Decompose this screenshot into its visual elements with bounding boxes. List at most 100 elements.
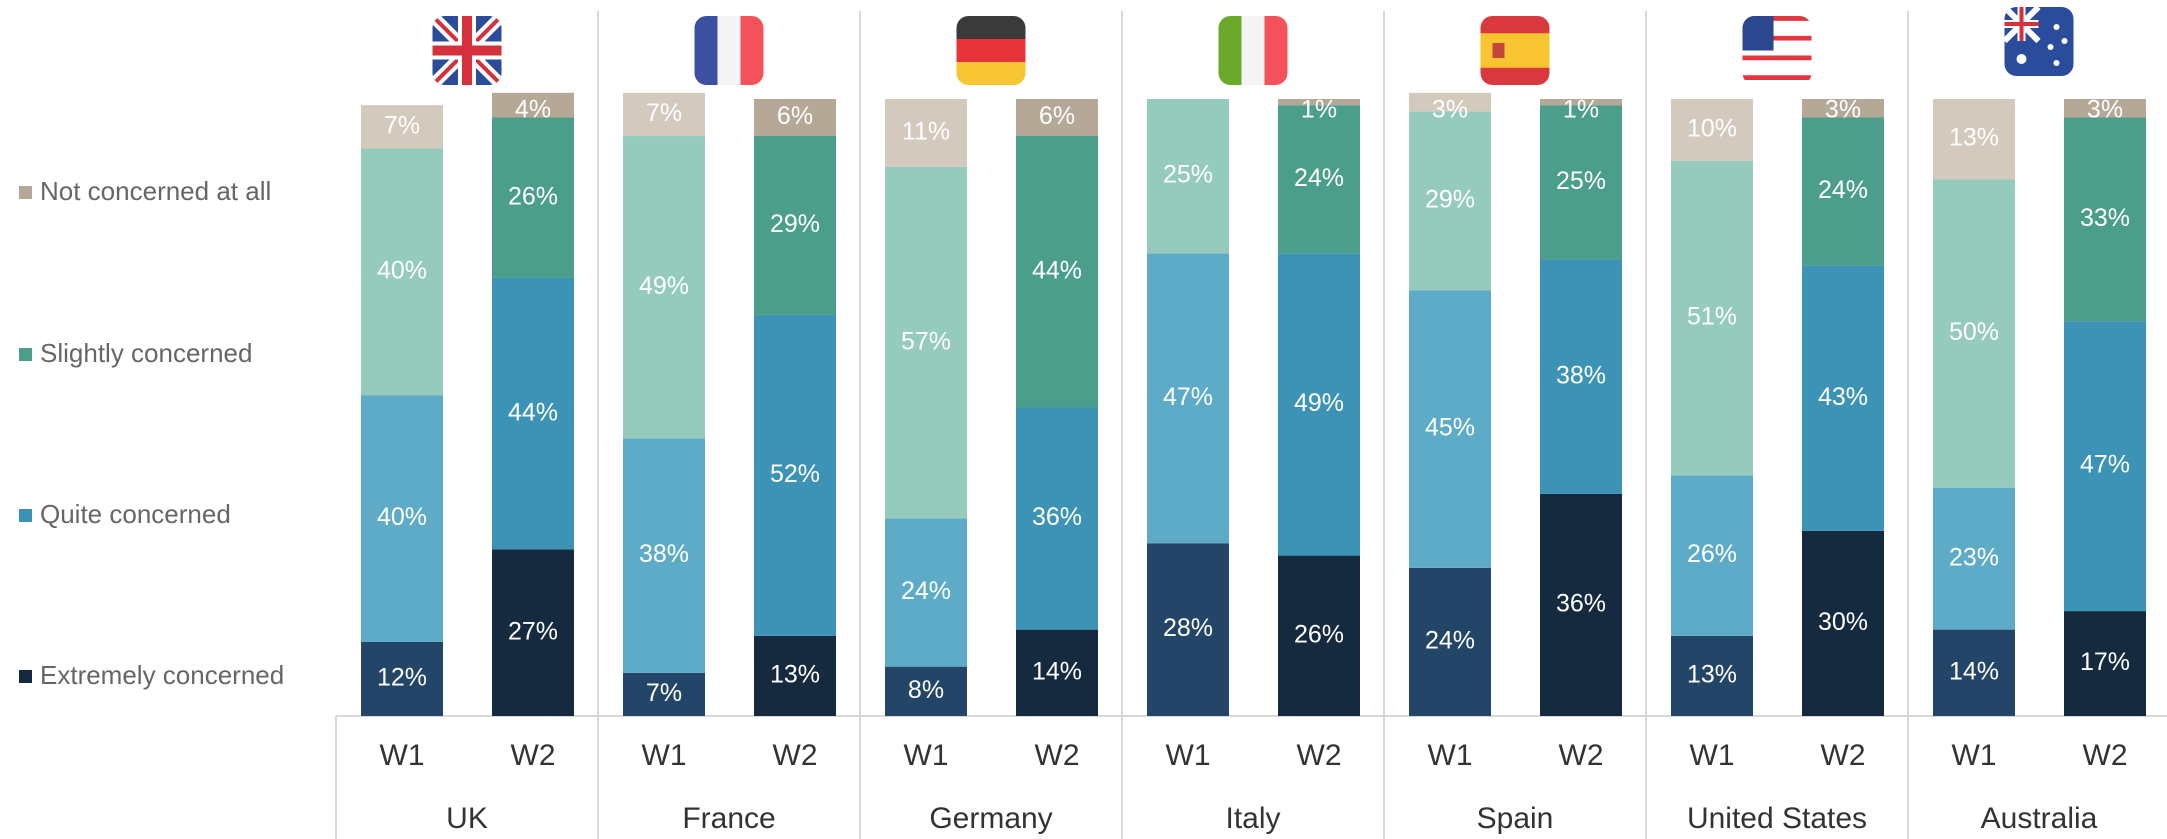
data-label: 10% [1687, 114, 1737, 142]
flag-part [1742, 55, 1812, 61]
data-label: 45% [1425, 414, 1475, 442]
data-label: 27% [508, 617, 558, 645]
data-label: 24% [901, 577, 951, 605]
bar-segment [1278, 253, 1360, 556]
flag [1742, 16, 1812, 85]
flag-part [740, 16, 764, 85]
data-label: 24% [1425, 627, 1475, 655]
flag-part [956, 16, 1026, 40]
bar-segment [1540, 493, 1622, 716]
data-label: 25% [1556, 167, 1606, 195]
data-label: 12% [377, 664, 427, 692]
bar-segment [1933, 99, 2015, 180]
data-label: 13% [770, 661, 820, 689]
bar-segment [2064, 117, 2146, 322]
bar-segment [1671, 635, 1753, 716]
flag-part [1742, 70, 1812, 76]
data-label: 40% [377, 503, 427, 531]
data-label: 1% [1301, 96, 1337, 124]
legend-label: Extremely concerned [40, 660, 284, 690]
flag-part [1742, 65, 1812, 71]
bar-segment [1802, 99, 1884, 118]
group-label: France [682, 802, 775, 835]
data-label: 57% [901, 327, 951, 355]
bar-segment [1540, 105, 1622, 260]
data-label: 44% [1032, 256, 1082, 284]
flag-part [1742, 60, 1812, 66]
group-label: Spain [1477, 802, 1554, 835]
data-label: 14% [1949, 657, 1999, 685]
bar-segment [492, 549, 574, 716]
flag-part [1742, 16, 1774, 51]
data-label: 13% [1687, 661, 1737, 689]
flag-part [1742, 25, 1812, 31]
data-label: 29% [770, 210, 820, 238]
flag [432, 16, 502, 85]
bar-segment [1016, 629, 1098, 716]
data-label: 49% [639, 272, 689, 300]
flag-part [2053, 60, 2060, 66]
data-label: 38% [639, 540, 689, 568]
bar-segment [492, 92, 574, 118]
bar-segment [754, 314, 836, 636]
data-label: 26% [1687, 540, 1737, 568]
bar-segment [1802, 117, 1884, 266]
data-label: 47% [2080, 451, 2130, 479]
data-label: 29% [1425, 185, 1475, 213]
group-label: United States [1687, 802, 1867, 835]
data-label: 3% [1432, 96, 1468, 124]
data-label: 36% [1032, 503, 1082, 531]
x-tick-label: W2 [1559, 739, 1604, 772]
flag-part [1742, 30, 1812, 36]
bar-segment [1147, 543, 1229, 716]
bar-segment [1016, 136, 1098, 408]
data-label: 51% [1687, 303, 1737, 331]
x-tick-label: W2 [773, 739, 818, 772]
x-tick-label: W1 [904, 739, 949, 772]
bar-segment [1147, 253, 1229, 544]
legend-label: Quite concerned [40, 499, 231, 529]
bar-segment [754, 635, 836, 716]
data-label: 7% [646, 679, 682, 707]
legend-swatch [19, 348, 32, 361]
flag-part [1742, 35, 1812, 41]
bar-segment [623, 136, 705, 439]
bar-segment [2064, 611, 2146, 716]
data-label: 49% [1294, 389, 1344, 417]
data-label: 50% [1949, 318, 1999, 346]
flag-part [1742, 50, 1812, 56]
data-label: 36% [1556, 590, 1606, 618]
x-tick-label: W2 [2083, 739, 2128, 772]
data-label: 40% [377, 256, 427, 284]
data-label: 3% [2087, 96, 2123, 124]
data-label: 11% [902, 118, 950, 146]
data-label: 23% [1949, 543, 1999, 571]
flag-part [1742, 20, 1812, 26]
bar-segment [1933, 487, 2015, 630]
flag-part [694, 16, 718, 85]
flag-part [2047, 44, 2054, 50]
bar-segment [1802, 530, 1884, 716]
data-label: 30% [1818, 608, 1868, 636]
bar-segment [1671, 160, 1753, 476]
data-label: 44% [508, 398, 558, 426]
flag-part [1742, 45, 1812, 51]
data-label: 33% [2080, 204, 2130, 232]
data-label: 7% [646, 99, 682, 127]
flag-part [717, 16, 741, 85]
bar-segment [754, 99, 836, 137]
flag-part [432, 16, 502, 85]
data-label: 38% [1556, 361, 1606, 389]
data-label: 43% [1818, 383, 1868, 411]
bar-segment [1409, 111, 1491, 291]
flag-part [2053, 24, 2060, 30]
bar-segment [1016, 407, 1098, 630]
legend-label: Slightly concerned [40, 338, 252, 368]
x-tick-label: W2 [1297, 739, 1342, 772]
bar-segment [492, 277, 574, 550]
group-label: Australia [1981, 802, 2098, 835]
bar-segment [1278, 105, 1360, 254]
data-label: 26% [508, 182, 558, 210]
group-label: Italy [1225, 802, 1280, 835]
data-label: 1% [1563, 96, 1599, 124]
